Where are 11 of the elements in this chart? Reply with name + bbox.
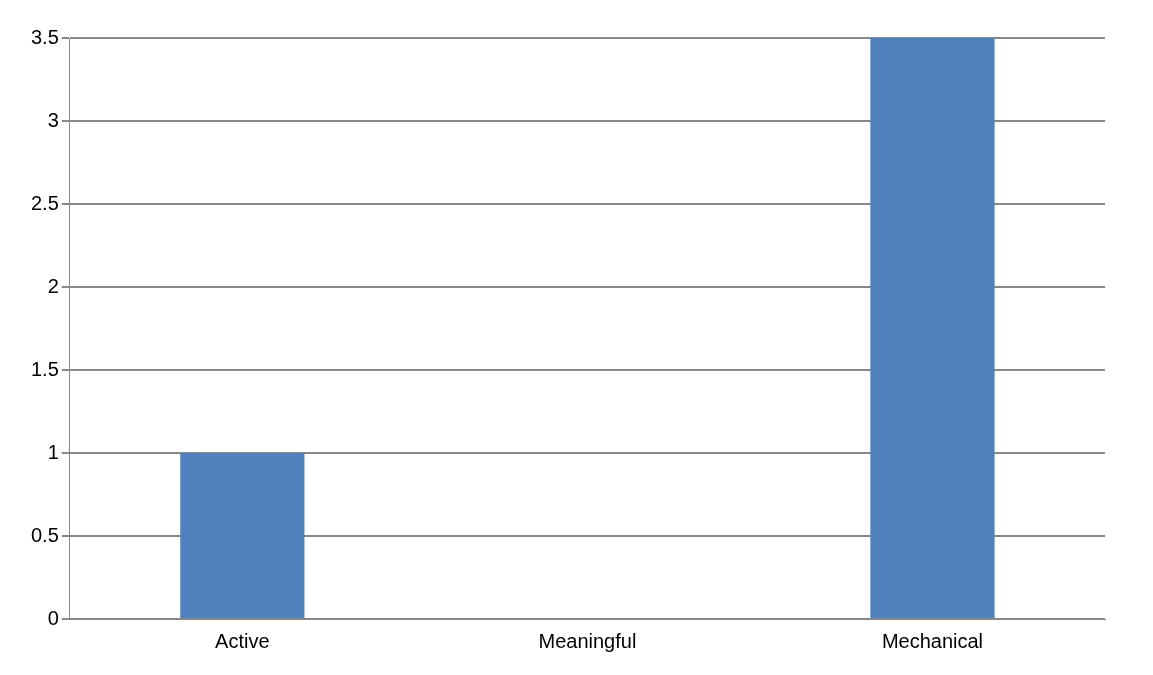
x-tick-label: Mechanical [881,629,984,652]
y-tick-label: 1 [47,440,59,463]
y-tick-label: 1.5 [30,357,59,380]
x-tick-label: Meaningful [538,629,637,652]
y-tick-label: 0 [47,606,59,629]
y-tick-label: 3.5 [30,25,59,48]
x-tick-label: Active [215,629,270,652]
y-tick-label: 2.5 [30,191,59,214]
y-tick-label: 3 [47,108,59,131]
y-tick-label: 0.5 [30,523,59,546]
y-tick-label: 2 [47,274,59,297]
